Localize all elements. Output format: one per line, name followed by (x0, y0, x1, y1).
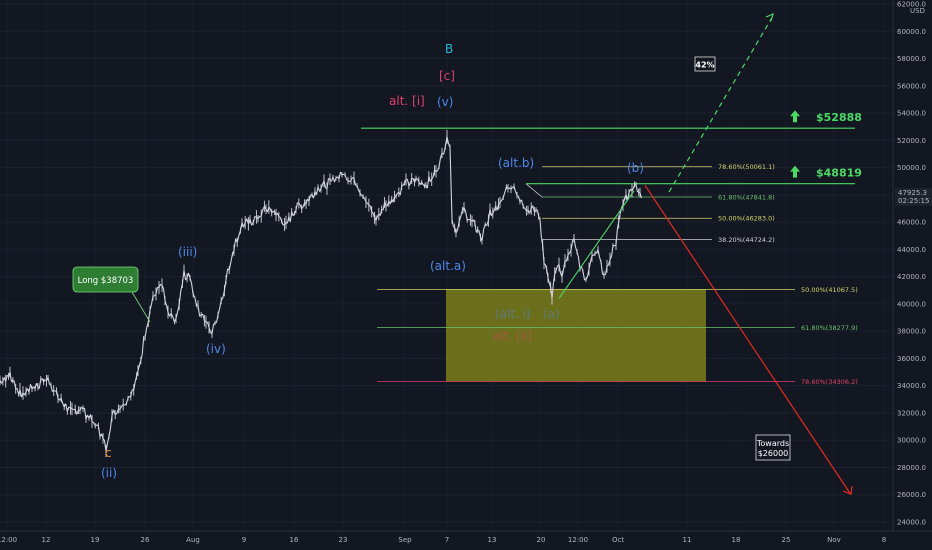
x-tick-10: 13 (488, 536, 497, 544)
fib-upper-label-2: 50.00%(46283.0) (718, 215, 775, 223)
x-tick-16: 25 (782, 536, 791, 544)
x-tick-4: Aug (186, 536, 200, 544)
target-frame (755, 434, 791, 461)
y-tick-16: 56000.0 (897, 82, 926, 90)
x-tick-1: 12 (42, 536, 51, 544)
fib-lower-label-0: 50.00%(41067.5) (801, 286, 858, 294)
x-tick-12: 12:00 (568, 536, 588, 544)
long-callout-pointer (131, 291, 151, 323)
x-tick-9: 7 (445, 536, 449, 544)
alt-b-line (525, 183, 543, 198)
x-tick-2: 19 (91, 536, 100, 544)
y-axis-unit: USD (910, 7, 925, 15)
y-tick-5: 34000.0 (897, 382, 926, 390)
wave-label-c: c (105, 446, 112, 460)
x-tick-7: 23 (339, 536, 348, 544)
wave-label-iii: (iii) (178, 245, 197, 259)
y-tick-13: 50000.0 (897, 164, 926, 172)
x-tick-11: 20 (537, 536, 546, 544)
support-zone-box (446, 289, 706, 382)
wave-label-alt-a: (alt.a) (430, 259, 466, 273)
x-tick-0: 12:00 (0, 536, 17, 544)
fib-upper-label-1: 61.80%(47841.8) (718, 193, 775, 201)
wave-label-alt-b: (alt.b) (498, 156, 534, 170)
y-tick-2: 28000.0 (897, 464, 926, 472)
x-tick-3: 26 (141, 536, 150, 544)
projection-up-line (668, 17, 773, 193)
x-tick-18: 8 (882, 536, 886, 544)
y-tick-10: 44000.0 (897, 246, 926, 254)
wave-label-faded-a: (a) (543, 307, 560, 321)
wave-labels: B [c] alt. [i] (v) (alt.b) (b) (alt.a) (… (101, 42, 644, 480)
y-tick-6: 36000.0 (897, 355, 926, 363)
price-series-line (0, 136, 643, 452)
candles (0, 129, 641, 458)
x-tick-6: 16 (290, 536, 299, 544)
wave-label-b: (b) (627, 161, 644, 175)
resistance-arrow-0 (790, 110, 800, 123)
y-tick-3: 30000.0 (897, 437, 926, 445)
last-price-bg (895, 187, 932, 206)
wave-label-faded-alt-ii: alt. [ii] (493, 329, 532, 343)
y-tick-18: 60000.0 (897, 28, 926, 36)
probability-frame (694, 56, 716, 72)
long-callout-text: Long $38703 (78, 276, 134, 286)
y-tick-8: 40000.0 (897, 300, 926, 308)
wave-label-iv: (iv) (206, 342, 226, 356)
target-line-1: Towards (756, 439, 789, 448)
y-tick-15: 54000.0 (897, 110, 926, 118)
resistance-arrow-1 (790, 165, 800, 178)
y-tick-19: 62000.0 (897, 1, 926, 9)
y-tick-7: 38000.0 (897, 328, 926, 336)
x-tick-17: Nov (827, 536, 841, 544)
wave-label-v: (v) (437, 95, 453, 109)
target-line-2: $26000 (758, 449, 789, 458)
wave-label-alt-i: alt. [i] (389, 94, 425, 108)
x-tick-15: 18 (732, 536, 741, 544)
resistance-label-1: $48819 (816, 167, 862, 180)
x-tick-8: Sep (398, 536, 412, 544)
y-tick-4: 32000.0 (897, 409, 926, 417)
last-price-tag: 47925.3 02:25:15 (895, 187, 932, 206)
probability-box: 42% (694, 56, 716, 72)
x-tick-14: 11 (683, 536, 692, 544)
x-tick-13: Oct (612, 536, 624, 544)
fib-upper-label-3: 38.20%(44724.2) (718, 236, 775, 244)
fib-lower-label-2: 78.60%(34306.2) (801, 378, 858, 386)
y-tick-1: 26000.0 (897, 491, 926, 499)
fib-upper-label-0: 78.60%(50061.1) (718, 163, 775, 171)
y-tick-9: 42000.0 (897, 273, 926, 281)
long-callout-box (72, 266, 139, 293)
y-tick-17: 58000.0 (897, 55, 926, 63)
y-tick-0: 24000.0 (897, 519, 926, 527)
probability-text: 42% (695, 61, 714, 70)
target-box: Towards $26000 (755, 434, 791, 461)
last-price-value: 47925.3 (898, 189, 927, 197)
x-tick-5: 9 (242, 536, 246, 544)
wave-label-ii: (ii) (101, 466, 117, 480)
y-tick-14: 52000.0 (897, 137, 926, 145)
resistance-label-0: $52888 (816, 111, 862, 124)
trend-line-green (558, 190, 635, 299)
long-callout: Long $38703 (72, 266, 151, 323)
fib-lines: 78.60%(50061.1) 61.80%(47841.8) 50.00%(462… (377, 163, 858, 386)
x-axis: 12:00 12 19 26 Aug 9 16 23 Sep 7 13 20 12:00 Oct 11 18 2… (0, 536, 886, 544)
wave-label-B: B (445, 42, 453, 56)
last-price-countdown: 02:25:15 (898, 197, 929, 205)
projection-down-line (644, 184, 852, 496)
wave-label-c-bracket: [c] (439, 69, 455, 83)
y-axis: 24000.0 26000.0 28000.0 30000.0 32000.0 34000… (892, 0, 926, 531)
y-tick-11: 46000.0 (897, 219, 926, 227)
fib-lower-label-1: 61.80%(38277.9) (801, 324, 858, 332)
wave-label-faded-alt-i: (alt. i) (495, 307, 531, 321)
